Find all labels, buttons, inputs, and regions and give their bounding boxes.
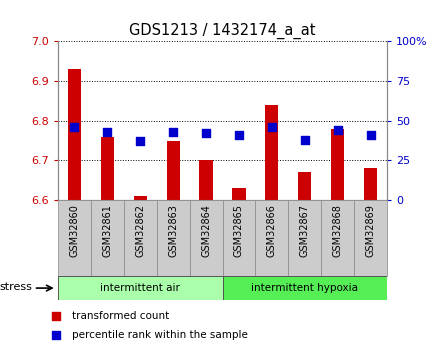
Text: GSM32867: GSM32867	[300, 204, 310, 257]
Point	[282, 58, 289, 63]
Text: GSM32860: GSM32860	[69, 204, 79, 257]
Point	[301, 137, 308, 142]
Text: intermittent air: intermittent air	[100, 283, 180, 293]
Bar	[101, 137, 114, 200]
Bar	[91, 200, 124, 276]
Point	[367, 132, 374, 138]
Text: percentile rank within the sample: percentile rank within the sample	[72, 330, 247, 339]
Bar	[265, 105, 279, 200]
Point	[268, 124, 275, 130]
Text: GSM32863: GSM32863	[168, 204, 178, 257]
Text: GSM32866: GSM32866	[267, 204, 277, 257]
Bar	[68, 69, 81, 200]
Bar	[255, 200, 288, 276]
Text: GSM32861: GSM32861	[102, 204, 112, 257]
Point	[137, 139, 144, 144]
Point	[71, 124, 78, 130]
Point	[334, 128, 341, 133]
Bar	[222, 200, 255, 276]
Bar	[354, 200, 387, 276]
Bar	[232, 188, 246, 200]
Bar	[321, 200, 354, 276]
Text: GSM32868: GSM32868	[333, 204, 343, 257]
Bar	[190, 200, 222, 276]
Bar	[58, 276, 222, 300]
Bar	[166, 140, 180, 200]
Bar	[331, 129, 344, 200]
Bar	[134, 196, 147, 200]
Point	[104, 129, 111, 135]
Bar	[58, 200, 91, 276]
Text: GSM32862: GSM32862	[135, 204, 145, 257]
Bar	[199, 160, 213, 200]
Text: GSM32869: GSM32869	[366, 204, 376, 257]
Point	[282, 227, 289, 233]
Bar	[298, 172, 312, 200]
Bar	[222, 276, 387, 300]
Bar	[364, 168, 377, 200]
Point	[170, 129, 177, 135]
Text: stress: stress	[0, 282, 32, 292]
Text: GSM32864: GSM32864	[201, 204, 211, 257]
Bar	[157, 200, 190, 276]
Bar	[288, 200, 321, 276]
Point	[202, 131, 210, 136]
Text: transformed count: transformed count	[72, 311, 169, 321]
Title: GDS1213 / 1432174_a_at: GDS1213 / 1432174_a_at	[129, 22, 316, 39]
Bar	[124, 200, 157, 276]
Text: intermittent hypoxia: intermittent hypoxia	[251, 283, 358, 293]
Point	[235, 132, 243, 138]
Text: GSM32865: GSM32865	[234, 204, 244, 257]
